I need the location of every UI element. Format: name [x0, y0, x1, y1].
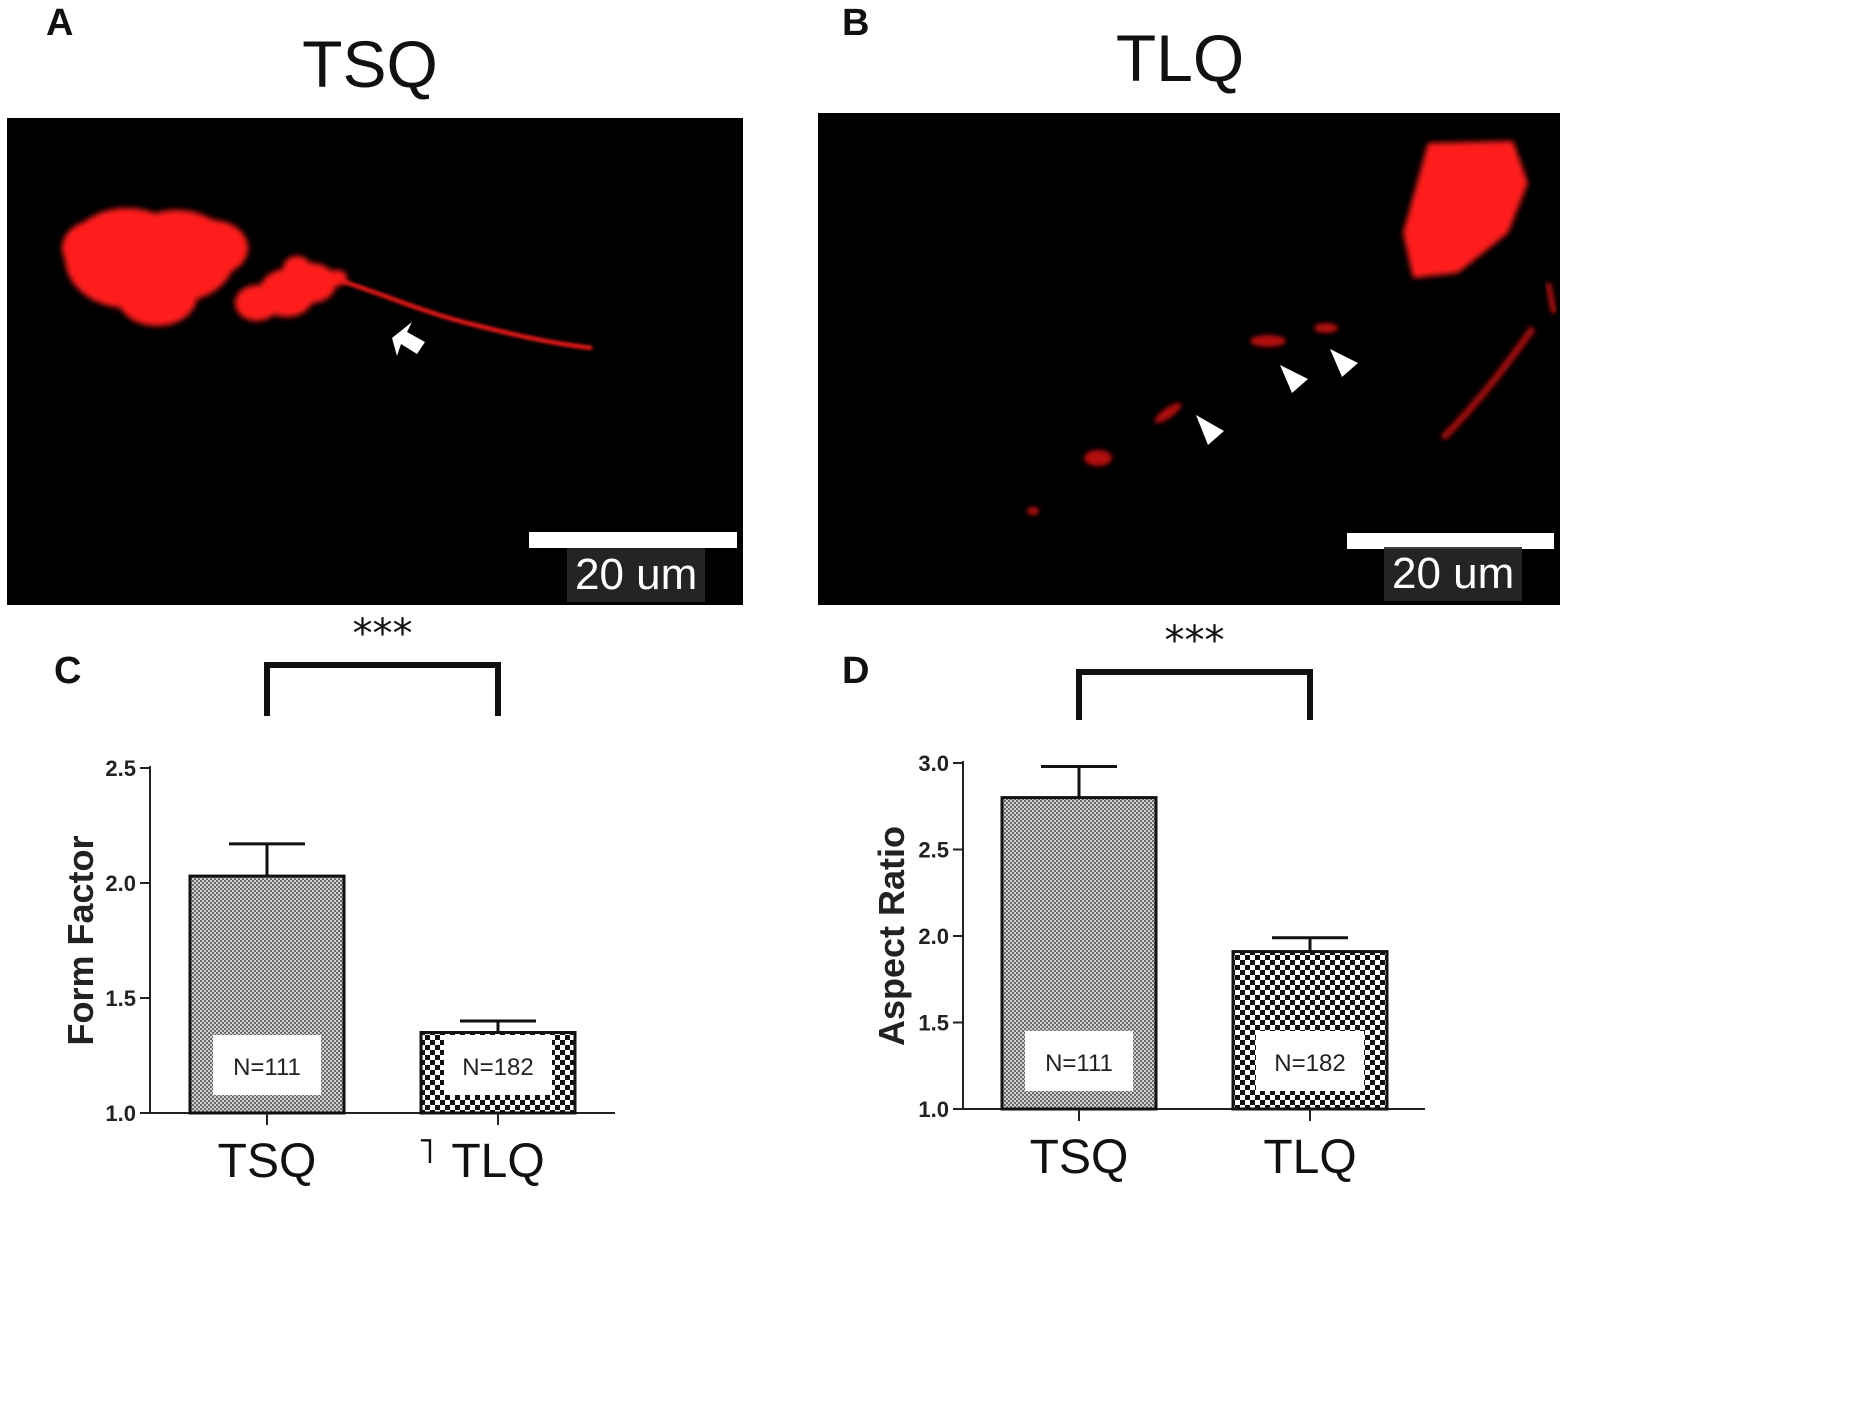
scale-bar-b — [1347, 533, 1554, 549]
scale-label-b: 20 um — [1384, 547, 1523, 601]
x-tick-label-tsq: TSQ — [218, 1135, 317, 1188]
sample-size-box — [213, 1035, 321, 1095]
x-tick-label-tsq: TSQ — [1030, 1131, 1129, 1184]
bar-chart-form-factor: 1.0 1.5 2.0 2.5 Form Factor TSQ N=111 TLQ N=182 *… — [60, 611, 615, 1188]
micrograph-tlq: 20 um — [818, 113, 1560, 605]
arrowhead-icon — [1330, 349, 1358, 377]
significance-bracket — [264, 662, 501, 716]
sample-size-label: N=182 — [462, 1054, 533, 1081]
panel-letter-d: D — [842, 650, 870, 692]
arrowhead-icon — [1280, 365, 1308, 393]
panel-letter-c: C — [54, 650, 82, 692]
x-tick-label-tlq: TLQ — [1263, 1131, 1356, 1184]
significance-label: *** — [1165, 618, 1225, 664]
sample-size-box — [444, 1035, 552, 1095]
bar-tlq — [1231, 950, 1389, 1111]
y-tick-label: 1.0 — [105, 1101, 136, 1126]
micrograph-tlq-art — [1027, 141, 1557, 515]
x-tick-label-tlq: TLQ — [451, 1135, 544, 1188]
scale-label-a: 20 um — [567, 548, 706, 602]
micrograph-tsq: 20 um — [7, 118, 743, 605]
sample-size-box — [1025, 1031, 1133, 1091]
arrow-icon — [392, 322, 425, 356]
sample-size-label: N=111 — [233, 1054, 301, 1081]
significance-bracket — [1076, 669, 1313, 720]
arrowhead-icon — [1196, 415, 1224, 445]
y-axis-label: Form Factor — [60, 835, 101, 1045]
panel-letter-b: B — [842, 2, 870, 44]
scale-bar-a — [529, 532, 737, 548]
micrograph-tsq-art — [62, 208, 593, 356]
stray-mark: ˥ — [417, 1131, 435, 1172]
sample-size-label: N=182 — [1274, 1050, 1345, 1077]
image-title-tlq: TLQ — [1115, 21, 1245, 95]
bar-tsq — [1000, 796, 1158, 1111]
sample-size-label: N=111 — [1045, 1050, 1113, 1077]
significance-label: *** — [353, 611, 413, 657]
panel-letter-a: A — [46, 2, 74, 44]
sample-size-box — [1256, 1031, 1364, 1091]
y-tick-label: 2.0 — [105, 871, 136, 896]
image-title-tsq: TSQ — [302, 27, 438, 101]
y-tick-label: 2.5 — [105, 756, 136, 781]
y-tick-label: 1.5 — [105, 986, 136, 1011]
